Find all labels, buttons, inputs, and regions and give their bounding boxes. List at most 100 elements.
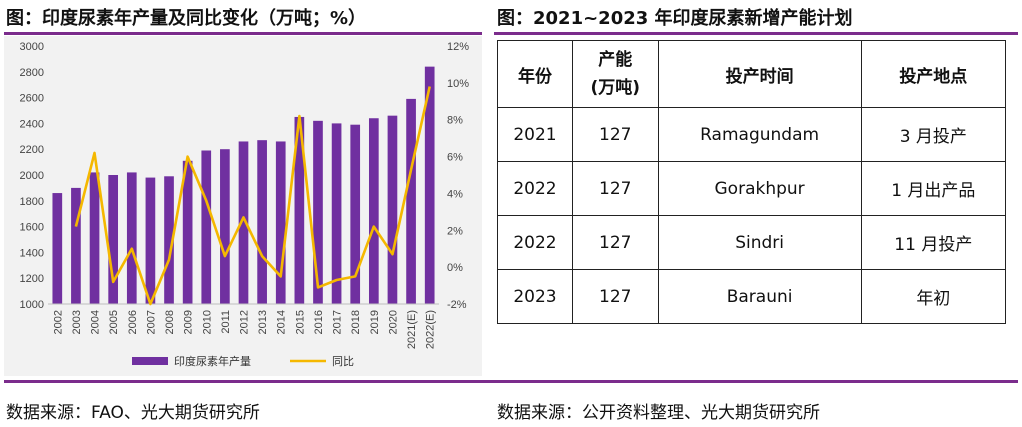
bar-production-2010	[201, 150, 212, 304]
bar-production-2016	[313, 120, 323, 304]
table-row: 2022 127 Gorakhpur 1 月出产品	[497, 161, 1007, 216]
cell-capacity: 127	[571, 269, 659, 324]
bar-production-2022(E)	[424, 66, 435, 304]
bar-production-2006	[126, 172, 137, 304]
source-note-right: 数据来源：公开资料整理、光大期货研究所	[497, 403, 820, 423]
title-rule-left	[4, 32, 482, 35]
bar-production-2002	[52, 193, 63, 304]
y-left-tick-label: 2400	[20, 118, 44, 130]
y-right-tick-label: 2%	[447, 225, 463, 237]
bar-production-2015	[294, 116, 305, 304]
bar-production-2005	[108, 175, 119, 304]
legend-bar-label: 印度尿素年产量	[174, 354, 251, 368]
cell-plant: Barauni	[657, 269, 862, 324]
x-tick-label: 2016	[313, 310, 325, 334]
cell-year: 2023	[497, 269, 573, 324]
x-tick-label: 2004	[90, 310, 102, 334]
y-left-tick-label: 1800	[20, 196, 44, 208]
footer-rule	[4, 380, 1018, 383]
capacity-plan-table: 年份 产能 (万吨) 投产时间 投产地点 2021 127 Ramagundam…	[497, 40, 1007, 324]
cell-capacity: 127	[571, 161, 659, 216]
legend-line-label: 同比	[332, 355, 354, 368]
y-left-tick-label: 2200	[20, 144, 44, 156]
cell-plant: Gorakhpur	[657, 161, 862, 216]
y-right-tick-label: 10%	[447, 78, 469, 90]
header-location: 投产地点	[860, 40, 1007, 108]
x-tick-label: 2019	[369, 310, 381, 334]
x-tick-label: 2003	[71, 310, 83, 334]
bar-production-2020	[387, 115, 398, 304]
cell-plant: Ramagundam	[657, 107, 862, 162]
cell-plant: Sindri	[657, 215, 862, 270]
bar-production-2018	[350, 124, 361, 304]
x-tick-label: 2006	[127, 310, 139, 334]
y-right-tick-label: 0%	[447, 262, 463, 274]
x-tick-label: 2021(E)	[406, 310, 418, 349]
cell-capacity: 127	[571, 107, 659, 162]
y-left-tick-label: 1000	[20, 299, 44, 311]
y-left-tick-label: 2800	[20, 67, 44, 79]
header-start-time: 投产时间	[657, 40, 862, 108]
x-tick-label: 2008	[164, 310, 176, 334]
x-tick-label: 2015	[294, 310, 306, 334]
x-tick-label: 2011	[220, 310, 232, 334]
bar-production-2012	[238, 141, 249, 304]
y-left-tick-label: 1200	[20, 273, 44, 285]
x-tick-label: 2013	[257, 310, 269, 334]
cell-start: 1 月出产品	[860, 161, 1007, 216]
bar-production-2008	[164, 176, 174, 304]
x-tick-label: 2018	[350, 310, 362, 334]
production-chart: 1000 1200 1400 1600 1800 2000 2200 2400 2600 2800…	[4, 36, 482, 376]
y-right-tick-label: -2%	[447, 299, 467, 311]
line-yoy-change	[74, 86, 431, 306]
y-left-tick-label: 1600	[20, 222, 44, 234]
x-tick-label: 2012	[239, 310, 251, 334]
bar-production-2019	[368, 118, 379, 305]
x-tick-label: 2005	[108, 310, 120, 334]
table-title: 图：2021~2023 年印度尿素新增产能计划	[497, 8, 853, 29]
cell-year: 2022	[497, 215, 573, 270]
bar-production-2017	[331, 123, 342, 305]
cell-start: 11 月投产	[860, 215, 1007, 270]
y-right-tick-label: 8%	[447, 115, 463, 127]
cell-year: 2022	[497, 161, 573, 216]
bar-production-2007	[145, 177, 156, 304]
y-left-tick-label: 2600	[20, 93, 44, 105]
y-left-tick-label: 1400	[20, 247, 44, 259]
chart-title: 图：印度尿素年产量及同比变化（万吨；%）	[6, 8, 367, 29]
y-left-tick-label: 2000	[20, 170, 44, 182]
y-right-tick-label: 6%	[447, 152, 463, 164]
table-row: 2021 127 Ramagundam 3 月投产	[497, 107, 1007, 162]
y-left-tick-label: 3000	[20, 41, 44, 53]
title-rule-right	[494, 32, 1018, 35]
cell-year: 2021	[497, 107, 573, 162]
bar-production-2021(E)	[406, 98, 416, 304]
table-row: 2023 127 Barauni 年初	[497, 269, 1007, 324]
table-header-row: 年份 产能 (万吨) 投产时间 投产地点	[497, 40, 1007, 108]
header-capacity: 产能 (万吨)	[571, 40, 659, 108]
y-right-tick-label: 12%	[447, 41, 469, 53]
chart-svg: 1000 1200 1400 1600 1800 2000 2200 2400 2600 2800…	[20, 41, 470, 368]
cell-start: 3 月投产	[860, 107, 1007, 162]
x-tick-label: 2014	[276, 310, 288, 334]
bar-production-2011	[220, 149, 230, 304]
x-tick-label: 2002	[52, 310, 64, 334]
x-tick-label: 2022(E)	[425, 310, 437, 349]
legend-bar-swatch	[132, 357, 168, 365]
bar-production-2003	[71, 187, 81, 304]
cell-start: 年初	[860, 269, 1007, 324]
y-right-tick-label: 4%	[447, 188, 463, 200]
x-tick-label: 2020	[387, 310, 399, 334]
bar-production-2009	[182, 160, 193, 304]
source-note-left: 数据来源：FAO、光大期货研究所	[6, 403, 260, 423]
cell-capacity: 127	[571, 215, 659, 270]
x-tick-label: 2017	[332, 310, 344, 334]
x-tick-label: 2010	[201, 310, 213, 334]
x-tick-label: 2007	[145, 310, 157, 334]
table-row: 2022 127 Sindri 11 月投产	[497, 215, 1007, 270]
x-tick-label: 2009	[183, 310, 195, 334]
header-year: 年份	[497, 40, 573, 108]
bar-production-2014	[275, 141, 286, 304]
bar-production-2004	[89, 172, 100, 304]
bar-production-2013	[257, 140, 267, 304]
